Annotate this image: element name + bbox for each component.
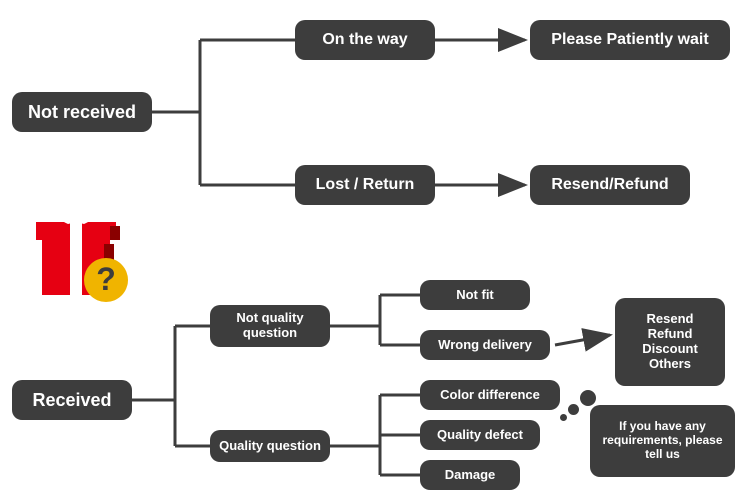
label: Wrong delivery — [438, 338, 532, 353]
label: Not quality question — [218, 311, 322, 341]
node-please-wait: Please Patiently wait — [530, 20, 730, 60]
node-color-difference: Color difference — [420, 380, 560, 410]
label: Not fit — [456, 288, 494, 303]
node-lost-return: Lost / Return — [295, 165, 435, 205]
thought-dot — [568, 404, 579, 415]
node-not-fit: Not fit — [420, 280, 530, 310]
node-not-quality-question: Not quality question — [210, 305, 330, 347]
node-tell-us: If you have any requirements, please tel… — [590, 405, 735, 477]
label: Resend/Refund — [551, 176, 668, 194]
node-damage: Damage — [420, 460, 520, 490]
label: Not received — [28, 102, 136, 123]
node-resolution-options: Resend Refund Discount Others — [615, 298, 725, 386]
node-received: Received — [12, 380, 132, 420]
label: Quality defect — [437, 428, 523, 443]
thought-dot — [580, 390, 596, 406]
node-quality-defect: Quality defect — [420, 420, 540, 450]
node-on-the-way: On the way — [295, 20, 435, 60]
node-wrong-delivery: Wrong delivery — [420, 330, 550, 360]
label: Please Patiently wait — [551, 31, 708, 49]
label: Received — [32, 390, 111, 411]
label: Quality question — [219, 439, 321, 454]
gift-question-icon: ? — [28, 200, 138, 310]
node-resend-refund: Resend/Refund — [530, 165, 690, 205]
label: On the way — [322, 31, 407, 49]
node-not-received: Not received — [12, 92, 152, 132]
label: Damage — [445, 468, 496, 483]
node-quality-question: Quality question — [210, 430, 330, 462]
svg-text:?: ? — [96, 261, 116, 297]
label: If you have any requirements, please tel… — [598, 420, 727, 461]
label: Lost / Return — [316, 176, 415, 194]
thought-dot — [560, 414, 567, 421]
label: Resend Refund Discount Others — [642, 312, 698, 372]
label: Color difference — [440, 388, 540, 403]
